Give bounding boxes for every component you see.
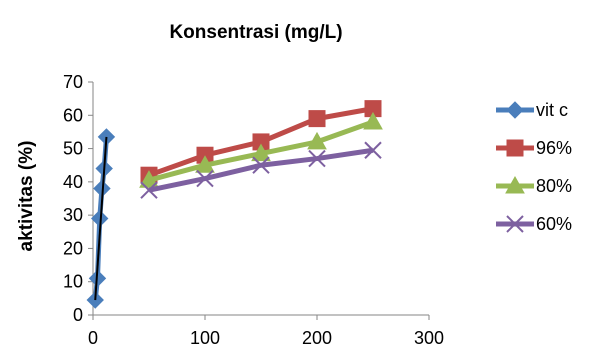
x-tick-label: 0 — [88, 328, 98, 348]
x-tick-label: 300 — [414, 328, 444, 348]
axes: 0 10 20 30 40 50 60 70 0 100 200 300 — [63, 72, 444, 348]
y-tick-label: 50 — [63, 139, 83, 159]
legend-label: 80% — [536, 176, 572, 196]
data-point — [252, 156, 270, 174]
legend-item-0: vit c — [496, 100, 568, 120]
data-point — [196, 169, 214, 188]
legend-label: 96% — [536, 138, 572, 158]
data-point — [363, 111, 383, 130]
x-marker-stroke — [196, 169, 214, 188]
data-point — [308, 149, 326, 168]
y-tick-label: 30 — [63, 205, 83, 225]
y-tick-label: 0 — [73, 305, 83, 325]
x-tick-label: 100 — [190, 328, 220, 348]
legend-item-1: 96% — [496, 138, 572, 158]
legend-marker — [506, 215, 524, 233]
x-marker-stroke — [252, 156, 270, 174]
x-marker-stroke — [364, 141, 382, 159]
data-point — [140, 181, 158, 199]
y-axis-label: aktivitas (%) — [16, 141, 37, 252]
x-marker-stroke — [308, 149, 326, 168]
legend-item-2: 80% — [496, 175, 572, 196]
x-tick-label: 200 — [302, 328, 332, 348]
y-tick-label: 10 — [63, 272, 83, 292]
legend-marker — [506, 139, 524, 157]
legend-marker — [505, 175, 525, 194]
x-marker-stroke — [506, 215, 524, 233]
legend-label: vit c — [536, 100, 568, 120]
data-point — [195, 155, 215, 173]
data-point — [139, 170, 159, 188]
y-tick-label: 40 — [63, 172, 83, 192]
trendline — [94, 136, 108, 301]
series-0 — [86, 128, 116, 309]
legend-label: 60% — [536, 214, 572, 234]
data-point — [308, 110, 326, 128]
legend: vit c 96% 80% 60% — [496, 100, 572, 234]
series-3 — [140, 141, 382, 199]
series-layer — [86, 100, 383, 309]
chart-title: Konsentrasi (mg/L) — [169, 22, 342, 43]
data-point — [307, 131, 327, 150]
y-tick-label: 20 — [63, 238, 83, 258]
y-tick-label: 60 — [63, 105, 83, 125]
legend-item-3: 60% — [496, 214, 572, 234]
legend-marker — [506, 101, 524, 119]
x-marker-stroke — [140, 181, 158, 199]
data-point — [364, 141, 382, 159]
y-tick-label: 70 — [63, 72, 83, 92]
series-2 — [139, 111, 383, 188]
data-point — [251, 143, 271, 162]
